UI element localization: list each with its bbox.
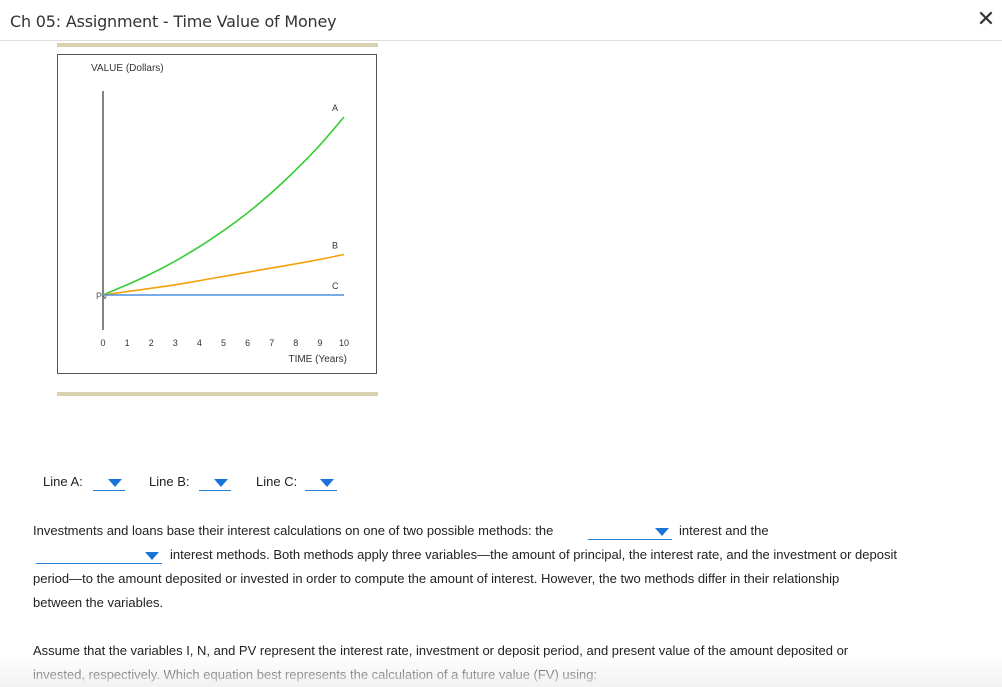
line-c-label: Line C:	[256, 474, 298, 489]
chart-panel: VALUE (Dollars) TIME (Years) PV A B C 0 1 2 3…	[57, 54, 377, 374]
x-tick-label: 1	[125, 338, 130, 348]
close-x-icon[interactable]: ✕	[976, 7, 996, 32]
series-label-c: C	[332, 281, 339, 291]
x-tick-label: 3	[173, 338, 178, 348]
para1-line1-prefix: Investments and loans base their interes…	[33, 523, 554, 538]
series-label-b: B	[332, 241, 338, 251]
y-axis-label: VALUE (Dollars)	[91, 63, 164, 74]
para2-line1: Assume that the variables I, N, and PV r…	[33, 643, 849, 658]
x-tick-label: 0	[100, 338, 105, 348]
pv-label: PV	[96, 291, 108, 301]
x-tick-label: 2	[149, 338, 154, 348]
line-b-label: Line B:	[149, 474, 190, 489]
line-b-dropdown[interactable]	[199, 474, 231, 491]
bottom-divider-bar	[57, 392, 378, 396]
x-tick-label: 9	[317, 338, 322, 348]
x-tick-label: 7	[269, 338, 274, 348]
series-line-a	[102, 116, 345, 296]
line-a-label: Line A:	[43, 474, 83, 489]
x-tick-label: 8	[293, 338, 298, 348]
x-tick-label: 6	[245, 338, 250, 348]
chevron-down-icon	[320, 479, 334, 487]
page-title: Ch 05: Assignment - Time Value of Money	[10, 12, 337, 31]
top-divider-bar	[57, 43, 378, 47]
series-line-b	[102, 253, 345, 296]
series-label-a: A	[332, 103, 338, 113]
line-a-dropdown[interactable]	[93, 474, 125, 491]
x-tick-label: 4	[197, 338, 202, 348]
x-tick-label: 5	[221, 338, 226, 348]
value-time-chart: VALUE (Dollars) TIME (Years) PV A B C 0 1 2 3…	[91, 63, 349, 365]
para2-line2: invested, respectively. Which equation b…	[33, 667, 598, 682]
method-2-dropdown[interactable]	[36, 547, 162, 564]
para1-line2: interest methods. Both methods apply thr…	[170, 547, 897, 562]
header-bar: Ch 05: Assignment - Time Value of Money …	[0, 0, 1002, 41]
line-c-dropdown[interactable]	[305, 474, 337, 491]
x-tick-label: 10	[339, 338, 349, 348]
chevron-down-icon	[108, 479, 122, 487]
x-axis-label: TIME (Years)	[288, 354, 347, 365]
para1-line4: between the variables.	[33, 595, 164, 610]
para1-line3: period—to the amount deposited or invest…	[33, 571, 840, 586]
chevron-down-icon	[214, 479, 228, 487]
chevron-down-icon	[655, 528, 669, 536]
chevron-down-icon	[145, 552, 159, 560]
para1-line1-suffix: interest and the	[679, 523, 769, 538]
method-1-dropdown[interactable]	[588, 523, 672, 540]
